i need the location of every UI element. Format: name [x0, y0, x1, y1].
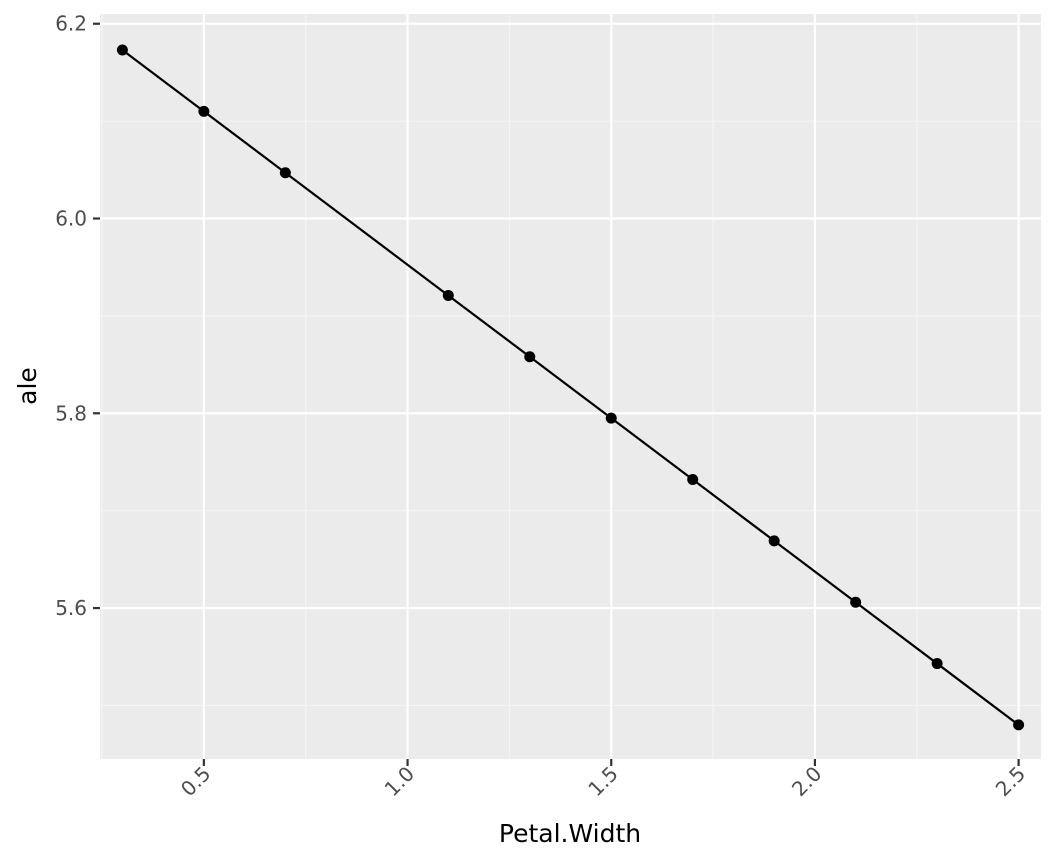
data-point — [605, 412, 617, 424]
x-tick-label: 1.5 — [583, 762, 622, 801]
x-tick-label: 0.5 — [176, 762, 215, 801]
y-tick-label: 5.6 — [55, 596, 87, 620]
data-point — [768, 535, 780, 547]
grid-minor — [100, 14, 1041, 759]
data-point — [1013, 719, 1025, 731]
y-tick-label: 6.2 — [55, 12, 87, 36]
data-point — [116, 44, 128, 56]
data-point — [687, 474, 699, 486]
y-axis: 5.6 5.8 6.0 6.2 — [55, 12, 100, 620]
y-tick-label: 5.8 — [55, 401, 87, 425]
grid-major — [100, 14, 1041, 759]
x-axis: 0.5 1.0 1.5 2.0 2.5 — [176, 759, 1030, 801]
x-axis-title: Petal.Width — [499, 819, 641, 848]
data-point — [850, 596, 862, 608]
data-point — [931, 658, 943, 670]
data-point — [279, 167, 291, 179]
x-tick-label: 2.5 — [991, 762, 1030, 801]
x-tick-label: 1.0 — [380, 762, 419, 801]
x-tick-label: 2.0 — [787, 762, 826, 801]
data-point — [524, 351, 536, 363]
data-point — [442, 289, 454, 301]
data-point — [198, 105, 210, 117]
series-points-group — [116, 44, 1025, 731]
y-tick-label: 6.0 — [55, 207, 87, 231]
y-axis-title: ale — [13, 367, 42, 405]
